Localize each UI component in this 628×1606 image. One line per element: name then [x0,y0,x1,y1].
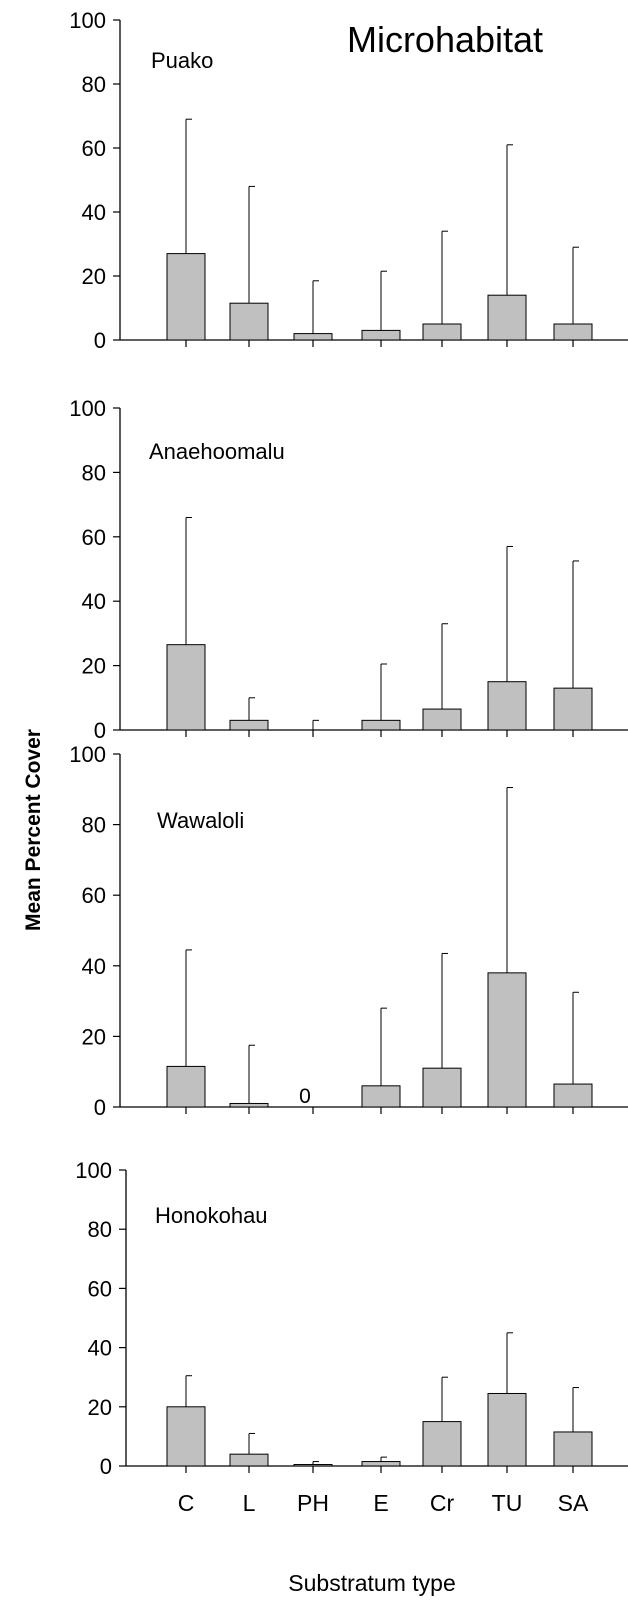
x-axis-label: Substratum type [288,1570,455,1596]
bar-TU [487,681,527,731]
y-tick-label: 60 [82,136,106,161]
bar-Cr [422,708,462,731]
chart-panel-3: Wawaloli 0 20 40 60 80 100 0 [69,742,628,1120]
y-tick-label: 80 [82,813,106,838]
y-tick-label: 100 [75,1158,112,1183]
y-tick-label: 40 [82,200,106,225]
y-tick-label: 100 [69,8,106,33]
panel-title: Honokohau [155,1203,268,1228]
x-tick-label: PH [297,1490,329,1516]
panel-title: Puako [151,48,213,73]
x-tick-label: TU [492,1490,523,1516]
y-tick-label: 20 [82,264,106,289]
bar-TU [487,972,527,1108]
chart-panel-2: Anaehoomalu 0 20 40 60 80 100 [69,396,628,743]
y-tick-label: 0 [94,328,106,353]
y-tick-label: 100 [69,742,106,767]
bar-SA [553,1083,593,1108]
x-tick-label: E [373,1490,388,1516]
chart-panel-4: Honokohau 0 20 40 60 80 100 C L PH E Cr TU SA [75,1158,628,1516]
panel-title: Anaehoomalu [149,439,285,464]
y-axis-label: Mean Percent Cover [22,729,45,931]
bar-SA [553,1431,593,1467]
y-tick-label: 0 [94,718,106,743]
bar-Cr [422,1421,462,1467]
bar-SA [553,323,593,341]
y-tick-label: 60 [82,525,106,550]
y-tick-label: 40 [82,589,106,614]
bar-Cr [422,1067,462,1108]
y-tick-label: 40 [82,954,106,979]
y-tick-label: 60 [88,1276,112,1301]
x-tick-label: L [243,1490,256,1516]
bar-PH [293,1464,333,1467]
bar-C [166,1406,206,1467]
y-tick-label: 40 [88,1336,112,1361]
bar-L [229,1453,269,1467]
bar-L [229,1102,269,1108]
x-tick-label: SA [558,1490,589,1516]
bar-E [361,1085,401,1108]
y-tick-label: 20 [82,1024,106,1049]
panel-title: Wawaloli [157,808,244,833]
bar-SA [553,687,593,731]
bar-PH [293,333,333,341]
bar-E [361,719,401,731]
bar-E [361,329,401,341]
bar-C [166,1065,206,1108]
bar-L [229,719,269,731]
y-tick-label: 80 [82,72,106,97]
chart-panels: Puako 0 20 40 60 80 100 Anaehoomalu 0 20 40 60 80 100… [69,8,628,1516]
bar-TU [487,1392,527,1467]
figure-title: Microhabitat [347,19,543,60]
y-tick-label: 80 [88,1217,112,1242]
y-tick-label: 80 [82,460,106,485]
y-tick-label: 60 [82,883,106,908]
y-tick-label: 0 [100,1454,112,1479]
annotation-label: 0 [299,1085,311,1108]
y-tick-label: 100 [69,396,106,421]
bar-Cr [422,323,462,341]
chart-panel-1: Puako 0 20 40 60 80 100 [69,8,628,353]
x-tick-label: Cr [430,1490,455,1516]
y-tick-label: 20 [88,1395,112,1420]
bar-E [361,1461,401,1467]
bar-TU [487,294,527,341]
bar-C [166,644,206,731]
y-tick-label: 20 [82,654,106,679]
x-tick-label: C [178,1490,195,1516]
y-tick-label: 0 [94,1095,106,1120]
bar-L [229,302,269,341]
bar-C [166,253,206,341]
